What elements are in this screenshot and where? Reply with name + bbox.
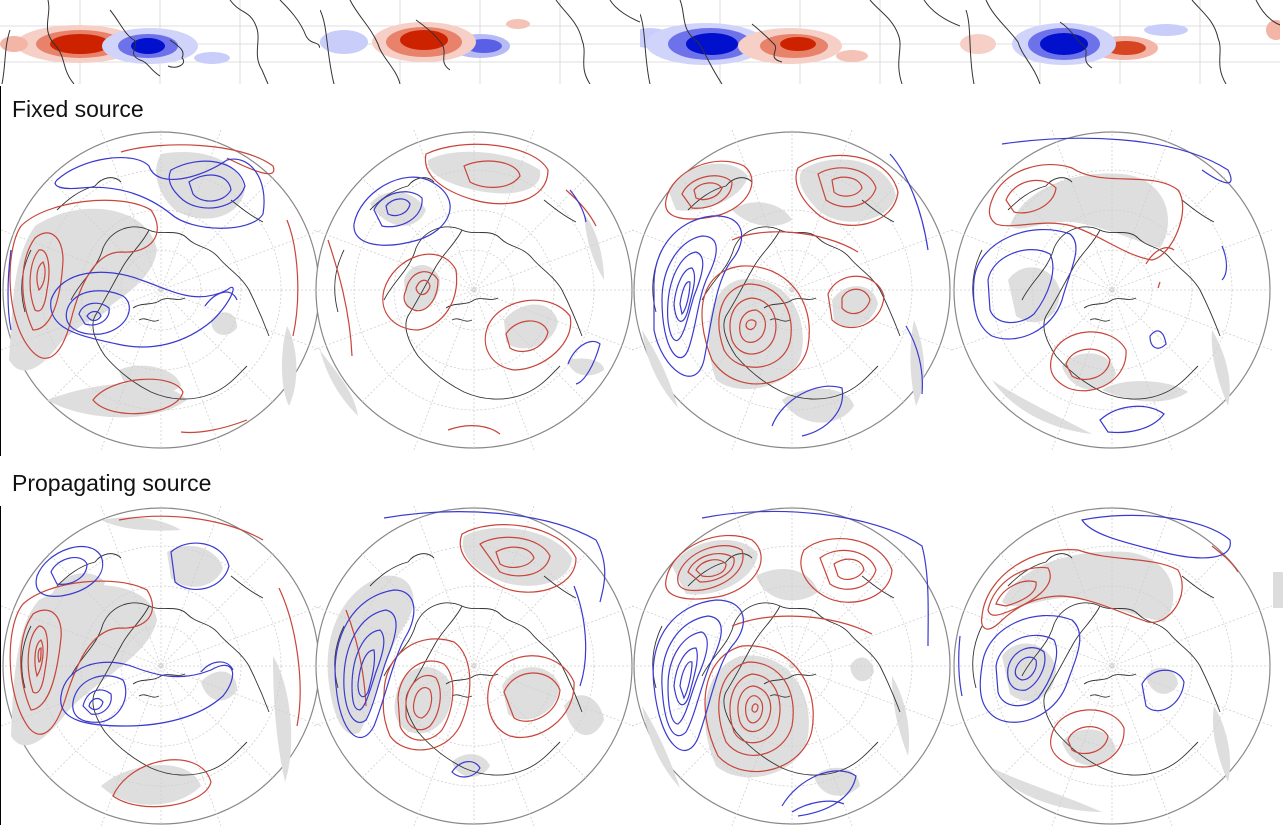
negative-contours (7, 156, 265, 348)
coastline (320, 0, 640, 84)
positive-contours (9, 144, 299, 434)
scrollbar-thumb[interactable] (1273, 572, 1283, 608)
positive-contours (665, 534, 893, 773)
globe-map (632, 506, 952, 826)
section-label-fixed-source: Fixed source (12, 96, 144, 122)
globe-map (314, 130, 634, 450)
globe-map (632, 130, 952, 450)
heating-strip (960, 0, 1280, 84)
heating-strip (0, 0, 320, 84)
panel-border-left (0, 86, 1, 456)
positive-contours (327, 143, 597, 435)
globe-map (952, 506, 1272, 826)
positive-contours (345, 524, 577, 751)
positive-heating-anomaly (372, 19, 530, 62)
negative-heating-anomaly (1012, 23, 1188, 65)
heating-strip (640, 0, 960, 84)
positive-contours (981, 545, 1239, 768)
coastline (1, 0, 320, 84)
negative-contours (35, 542, 234, 727)
positive-heating-anomaly (738, 28, 868, 64)
negative-contours (334, 511, 606, 778)
negative-contours (972, 137, 1232, 434)
section-label-propagating-source: Propagating source (12, 470, 212, 496)
heating-strip (320, 0, 640, 84)
globe-map (314, 506, 634, 826)
negative-contours (353, 176, 601, 385)
negative-heating-anomaly (640, 23, 766, 65)
significance-shading (642, 540, 910, 796)
positive-contours (9, 515, 301, 808)
significance-shading (992, 173, 1230, 434)
positive-heating-anomaly (0, 25, 140, 63)
globe-map (1, 506, 321, 826)
globe-map (952, 130, 1272, 450)
globe-map (1, 130, 321, 450)
significance-shading (327, 527, 604, 777)
coastline (965, 0, 1280, 84)
significance-shading (992, 551, 1231, 812)
positive-contours (665, 154, 899, 385)
heating-strip-row (0, 0, 1283, 84)
panel-border-left (0, 506, 1, 825)
negative-contours (958, 514, 1231, 723)
coastline (640, 0, 960, 84)
negative-contours (653, 153, 929, 437)
positive-contours (988, 164, 1184, 392)
negative-heating-anomaly (102, 28, 230, 64)
negative-contours (652, 510, 929, 817)
